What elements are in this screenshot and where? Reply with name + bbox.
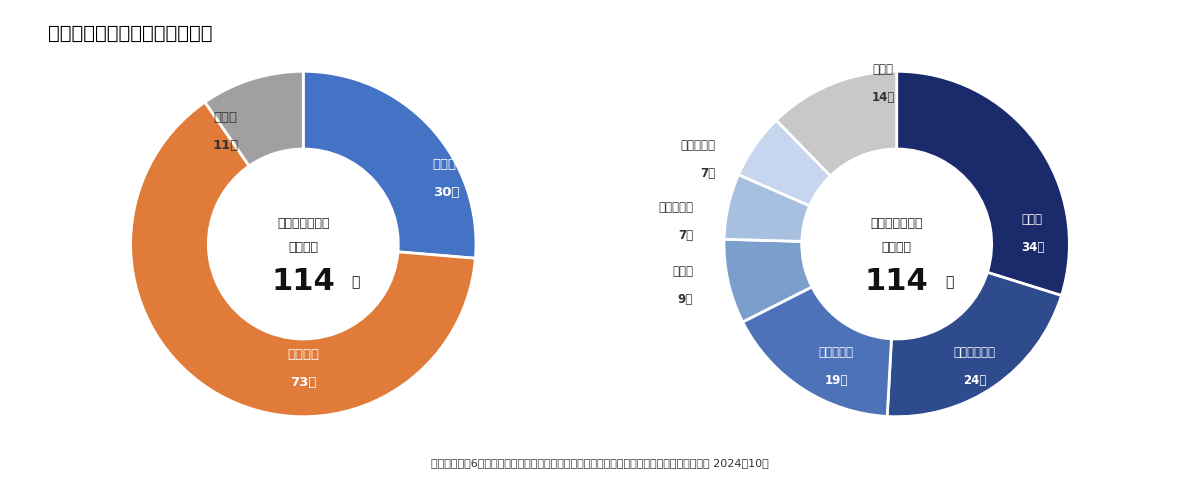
Text: 73件: 73件 [290, 376, 317, 388]
Text: 114: 114 [271, 267, 335, 297]
Text: 被害件数: 被害件数 [882, 241, 912, 254]
Text: 7件: 7件 [678, 229, 692, 242]
Text: 被害件数: 被害件数 [288, 241, 318, 254]
Text: ランサムウェア: ランサムウェア [870, 217, 923, 230]
Text: 19件: 19件 [824, 374, 848, 387]
Text: ランサムウェア: ランサムウェア [277, 217, 330, 230]
Text: 情報通信業: 情報通信業 [680, 139, 715, 152]
Wedge shape [776, 71, 896, 176]
Text: 30件: 30件 [433, 186, 460, 199]
Circle shape [209, 149, 398, 339]
Wedge shape [724, 175, 810, 242]
Text: 24件: 24件 [962, 374, 986, 387]
Text: 14件: 14件 [871, 91, 894, 104]
Text: 34件: 34件 [1021, 241, 1044, 254]
Text: 製造業: 製造業 [1021, 213, 1042, 226]
Text: 卸売・小売業: 卸売・小売業 [954, 346, 996, 359]
Text: 7件: 7件 [701, 167, 715, 180]
Text: ランサムウェアの被害報告件数: ランサムウェアの被害報告件数 [48, 24, 212, 43]
Text: 件: 件 [352, 275, 360, 289]
Text: 9件: 9件 [678, 293, 692, 306]
Text: 出典：「令和6年上半期におけるサイバー空間をめぐる脅威の情勢等について」より｜警察庁 2024年10月: 出典：「令和6年上半期におけるサイバー空間をめぐる脅威の情勢等について」より｜警… [431, 459, 769, 468]
Text: 11件: 11件 [212, 139, 239, 152]
Wedge shape [738, 120, 830, 206]
Circle shape [802, 149, 991, 339]
Wedge shape [887, 272, 1062, 417]
Wedge shape [896, 71, 1069, 296]
Text: 中小企業: 中小企業 [287, 348, 319, 361]
Wedge shape [304, 71, 476, 258]
Text: 医療・福祉: 医療・福祉 [658, 201, 692, 214]
Text: サービス業: サービス業 [818, 346, 853, 359]
Wedge shape [131, 102, 475, 417]
Wedge shape [743, 287, 892, 416]
Wedge shape [205, 71, 304, 166]
Text: 114: 114 [865, 267, 929, 297]
Text: その他: その他 [872, 63, 893, 76]
Text: 大企業: 大企業 [433, 158, 457, 171]
Text: 建設業: 建設業 [672, 265, 692, 278]
Wedge shape [724, 239, 812, 322]
Text: 件: 件 [946, 275, 954, 289]
Text: 団体等: 団体等 [214, 111, 238, 124]
